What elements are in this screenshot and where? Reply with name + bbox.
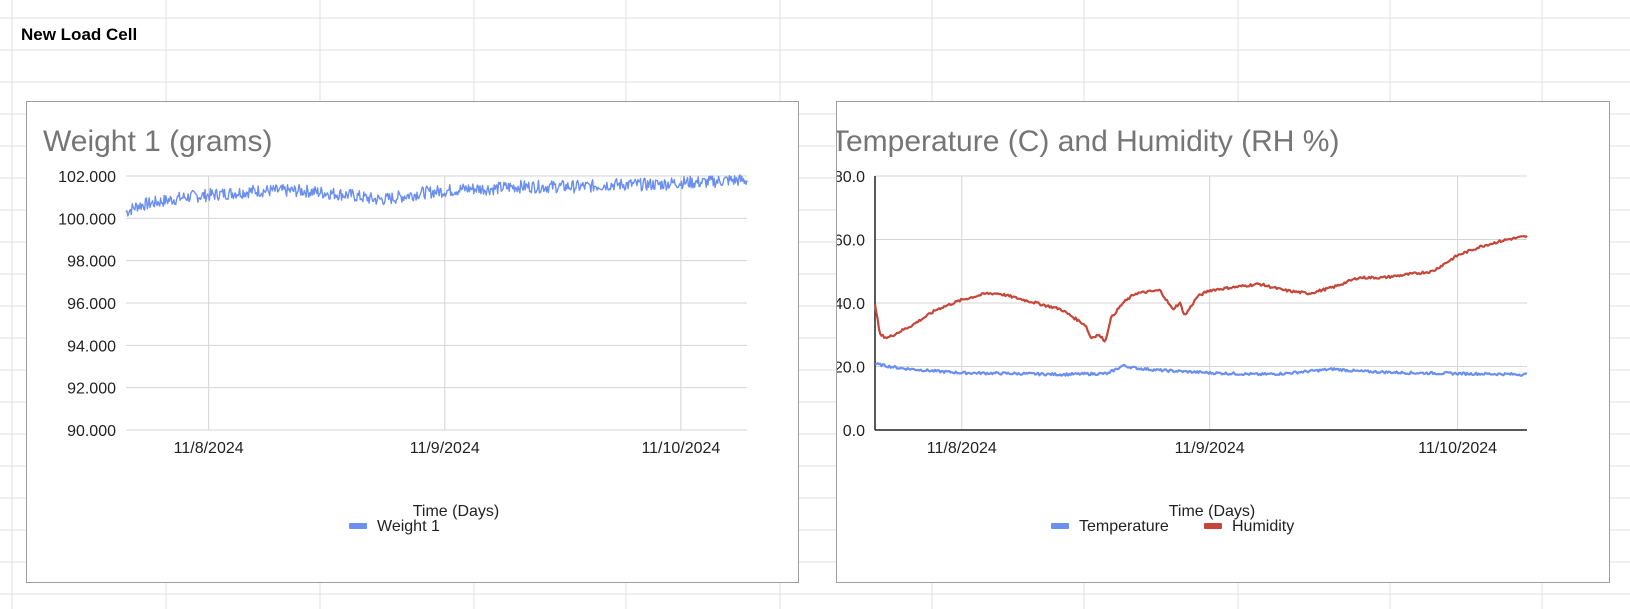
legend-swatch (349, 523, 367, 529)
y-tick-label: 98.000 (67, 254, 116, 271)
weight-chart-svg: Weight 1 (grams) Time (Days) 90.000 92.00… (43, 125, 748, 535)
y-tick-label: 100.000 (58, 211, 116, 228)
y-tick-label: 80.0 (837, 169, 865, 186)
series-line-weight-1 (125, 174, 748, 217)
weight-chart-x-axis-title: Time (Days) (413, 503, 500, 520)
y-tick-label: 40.0 (837, 296, 865, 313)
legend-label: Humidity (1232, 518, 1294, 535)
temp-humidity-chart-x-axis-title: Time (Days) (1169, 503, 1256, 520)
temp-humidity-chart-title: Temperature (C) and Humidity (RH %) (837, 125, 1339, 158)
y-tick-label: 20.0 (837, 360, 865, 377)
temp-humidity-chart[interactable]: Temperature (C) and Humidity (RH %) Time… (836, 101, 1610, 583)
legend-label: Temperature (1079, 518, 1169, 535)
series-line-humidity (873, 234, 1528, 343)
legend-swatch (1204, 523, 1222, 529)
y-tick-label: 96.000 (67, 296, 116, 313)
x-tick-label: 11/8/2024 (174, 440, 244, 457)
x-tick-label: 11/8/2024 (927, 440, 997, 457)
weight-chart[interactable]: Weight 1 (grams) Time (Days) 90.000 92.00… (26, 101, 799, 583)
cell-label[interactable]: New Load Cell (19, 24, 140, 46)
y-tick-label: 60.0 (837, 233, 865, 250)
x-tick-label: 11/10/2024 (641, 440, 720, 457)
x-tick-label: 11/10/2024 (1418, 440, 1497, 457)
weight-chart-title: Weight 1 (grams) (43, 125, 273, 158)
y-tick-label: 102.000 (58, 169, 116, 186)
y-tick-label: 92.000 (67, 381, 116, 398)
series-line-temperature (874, 362, 1528, 377)
legend-label: Weight 1 (377, 518, 440, 535)
x-tick-label: 11/9/2024 (1175, 440, 1245, 457)
y-tick-label: 90.000 (67, 423, 116, 440)
legend-swatch (1051, 523, 1069, 529)
y-tick-label: 0.0 (843, 423, 865, 440)
x-tick-label: 11/9/2024 (410, 440, 480, 457)
y-tick-label: 94.000 (67, 338, 116, 355)
temp-humidity-chart-svg: Temperature (C) and Humidity (RH %) Time… (837, 125, 1528, 535)
